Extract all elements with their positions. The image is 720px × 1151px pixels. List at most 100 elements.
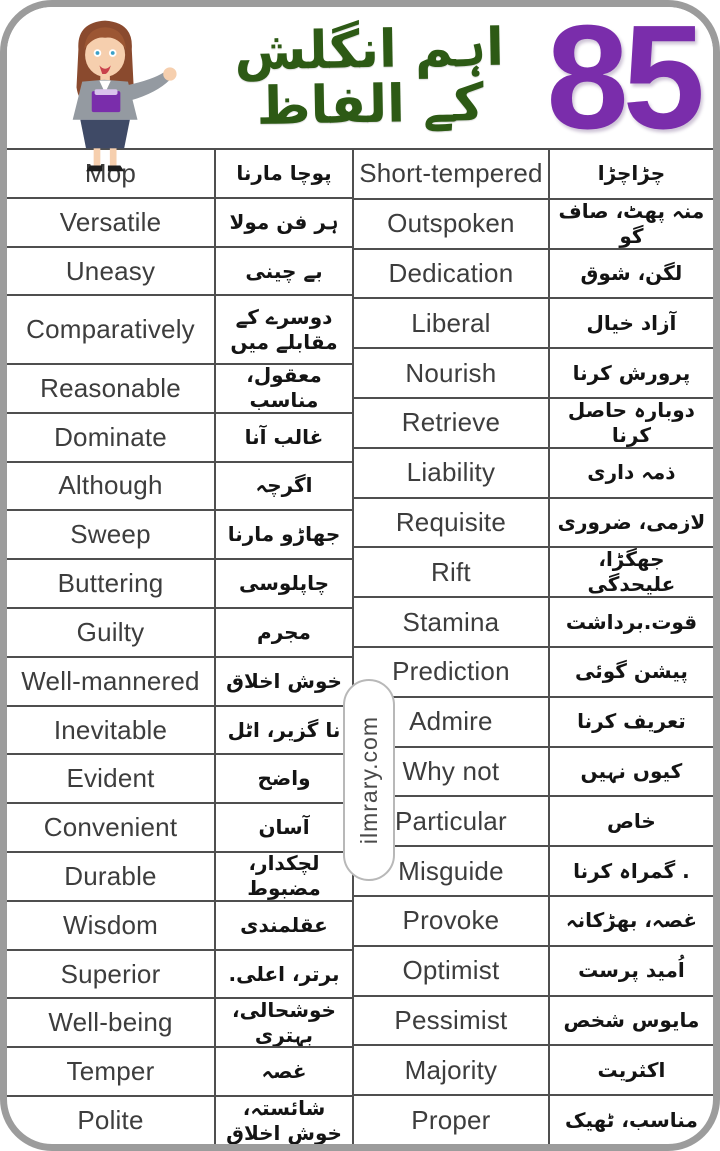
urdu-meaning: چاپلوسی [238,571,330,596]
urdu-meaning: مجرم [257,619,311,644]
table-row: Admire تعریف کرنا [354,697,713,748]
english-word: Nourish [354,349,550,397]
english-word: Proper [354,1096,550,1144]
table-row: Misguide . گمراہ کرنا [354,847,713,897]
table-row: Dedication لگن، شوق [354,249,713,300]
table-row: Rift جھگڑا، علیحدگی [354,548,713,599]
english-word: Particular [354,797,550,846]
table-row: Wisdom عقلمندی [7,901,352,951]
table-row: Nourish پرورش کرنا [354,349,713,399]
table-row: Guilty مجرم [7,608,352,658]
table-row: Inevitable نا گزیر، اٹل [7,706,352,756]
urdu-meaning: آسان [258,815,310,840]
english-word: Majority [354,1046,550,1095]
urdu-meaning: نا گزیر، اٹل [227,717,341,742]
table-row: Dominate غالب آنا [7,413,352,463]
english-word: Convenient [7,804,216,852]
english-word: Requisite [354,498,550,547]
table-row: Why not کیوں نہیں [354,747,713,798]
table-row: Buttering چاپلوسی [7,560,352,609]
urdu-meaning: برتر، اعلی. [228,961,340,986]
english-word: Why not [354,747,550,796]
english-word: Outspoken [354,199,550,248]
english-word: Guilty [7,608,216,656]
table-row: Temper غصہ [7,1048,352,1098]
table-row: Sweep جھاڑو مارنا [7,511,352,561]
urdu-meaning: غالب آنا [244,424,324,449]
table-row: Pessimist مایوس شخص [354,996,713,1047]
table-row: Well-being خوشحالی، بہتری [7,999,352,1049]
urdu-meaning: شائستہ، خوش اخلاق [226,1097,342,1144]
english-word: Admire [354,697,550,746]
table-row: Evident واضح [7,755,352,805]
urdu-meaning: ذمہ داری [587,460,676,485]
urdu-meaning: جھاڑو مارنا [227,522,341,547]
urdu-meaning: غصہ، بھڑکانہ [565,908,698,933]
table-row: Polite شائستہ، خوش اخلاق [7,1097,352,1144]
urdu-meaning: خوشحالی، بہتری [232,999,336,1047]
table-row: Comparatively دوسرے کے مقابلے میں [7,296,352,365]
urdu-meaning: آزاد خیال [586,310,677,335]
english-word: Polite [7,1097,216,1144]
urdu-meaning: اگرچہ [255,473,313,498]
english-word: Prediction [354,647,550,696]
table-row: Mop پوچا مارنا [7,150,352,199]
table-row: Short-tempered چڑاچڑا [354,150,713,200]
urdu-meaning: عقلمندی [240,912,328,937]
english-word: Provoke [354,896,550,945]
teacher-illustration [72,20,177,172]
urdu-meaning: اکثریت [597,1057,666,1082]
urdu-meaning: غصہ [261,1059,307,1084]
urdu-meaning: بے چینی [245,258,323,283]
urdu-meaning: دوبارہ حاصل کرنا [567,398,695,447]
urdu-meaning: تعریف کرنا [577,709,686,734]
urdu-meaning: ہر فن مولا [229,209,339,234]
english-word: Reasonable [7,364,216,412]
english-word: Uneasy [7,247,216,295]
table-row: Requisite لازمی، ضروری [354,498,713,549]
english-word: Well-being [7,999,216,1047]
urdu-meaning: چڑاچڑا [597,161,666,186]
table-row: Although اگرچہ [7,462,352,512]
table-row: Versatile ہر فن مولا [7,198,352,248]
english-word: Superior [7,950,216,998]
table-row: Liberal آزاد خیال [354,299,713,350]
table-row: Optimist اُمید پرست [354,946,713,997]
table-row: Majority اکثریت [354,1046,713,1097]
english-word: Dedication [354,249,550,298]
table-row: Reasonable معقول، مناسب [7,364,352,414]
urdu-meaning: کیوں نہیں [580,758,683,783]
urdu-meaning: لگن، شوق [580,260,683,285]
english-word: Wisdom [7,901,216,949]
urdu-meaning: اُمید پرست [578,958,685,983]
title-block: اہم انگلش کے الفاظ 85 [197,0,707,160]
english-word: Well-mannered [7,657,216,705]
english-word: Versatile [7,198,216,246]
urdu-meaning: پیشن گوئی [574,659,688,684]
urdu-meaning: لچکدار، مضبوط [247,853,321,900]
word-count: 85 [546,0,705,160]
table-row: Particular خاص [354,797,713,848]
english-word: Sweep [7,511,216,559]
english-word: Inevitable [7,706,216,754]
english-word: Optimist [354,946,550,995]
table-row: Proper مناسب، ٹھیک [354,1096,713,1144]
table-row: Provoke غصہ، بھڑکانہ [354,896,713,947]
urdu-meaning: جھگڑا، علیحدگی [587,548,676,597]
poster-header: اہم انگلش کے الفاظ 85 [7,0,713,172]
english-word: Dominate [7,413,216,461]
english-word: Stamina [354,598,550,646]
vocab-tables: Mop پوچا مارنا Versatile ہر فن مولا Uneasy بے… [7,148,713,1144]
english-word: Liberal [354,299,550,348]
vocab-table-right: Short-tempered چڑاچڑا Outspoken منہ پھٹ، صا… [354,150,713,1144]
urdu-meaning: معقول، مناسب [246,364,322,412]
urdu-meaning: مایوس شخص [563,1007,700,1032]
urdu-meaning: منہ پھٹ، صاف گو [558,199,705,248]
urdu-meaning: قوت.برداشت [565,609,698,634]
english-word: Comparatively [7,296,216,363]
table-row: Durable لچکدار، مضبوط [7,853,352,902]
urdu-meaning: پوچا مارنا [236,160,332,185]
table-row: Superior برتر، اعلی. [7,950,352,1000]
urdu-meaning: خاص [607,808,656,833]
